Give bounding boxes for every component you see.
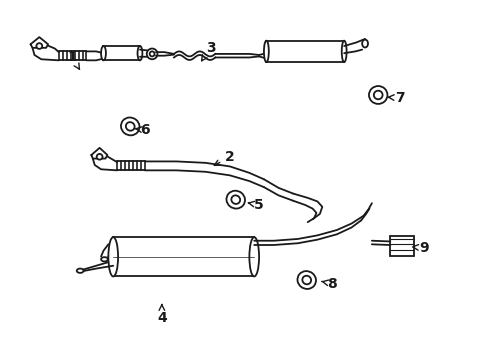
Text: 4: 4 bbox=[157, 305, 166, 324]
Bar bbox=[266, 41, 344, 62]
Ellipse shape bbox=[249, 237, 259, 276]
Text: 3: 3 bbox=[201, 41, 215, 61]
Ellipse shape bbox=[77, 269, 83, 273]
Bar bbox=[389, 236, 413, 256]
Bar bbox=[103, 46, 140, 60]
Text: 7: 7 bbox=[387, 91, 404, 105]
Text: 9: 9 bbox=[412, 241, 428, 255]
Ellipse shape bbox=[302, 276, 310, 284]
Ellipse shape bbox=[231, 195, 240, 204]
Ellipse shape bbox=[121, 117, 139, 135]
Ellipse shape bbox=[297, 271, 315, 289]
Ellipse shape bbox=[368, 86, 386, 104]
Ellipse shape bbox=[341, 41, 346, 62]
Ellipse shape bbox=[362, 40, 367, 48]
Ellipse shape bbox=[97, 154, 102, 159]
Ellipse shape bbox=[101, 257, 108, 261]
Ellipse shape bbox=[137, 46, 142, 60]
Text: 6: 6 bbox=[134, 123, 149, 137]
Ellipse shape bbox=[101, 46, 106, 60]
Text: 5: 5 bbox=[248, 198, 264, 212]
Ellipse shape bbox=[226, 191, 244, 208]
Text: 8: 8 bbox=[321, 276, 336, 291]
Ellipse shape bbox=[264, 41, 268, 62]
Text: 2: 2 bbox=[214, 150, 234, 165]
Ellipse shape bbox=[149, 51, 154, 57]
Ellipse shape bbox=[36, 43, 42, 49]
Ellipse shape bbox=[108, 237, 118, 276]
Bar bbox=[113, 237, 254, 276]
Ellipse shape bbox=[373, 91, 382, 99]
Ellipse shape bbox=[125, 122, 134, 131]
Ellipse shape bbox=[146, 49, 157, 59]
Text: 1: 1 bbox=[67, 50, 80, 69]
